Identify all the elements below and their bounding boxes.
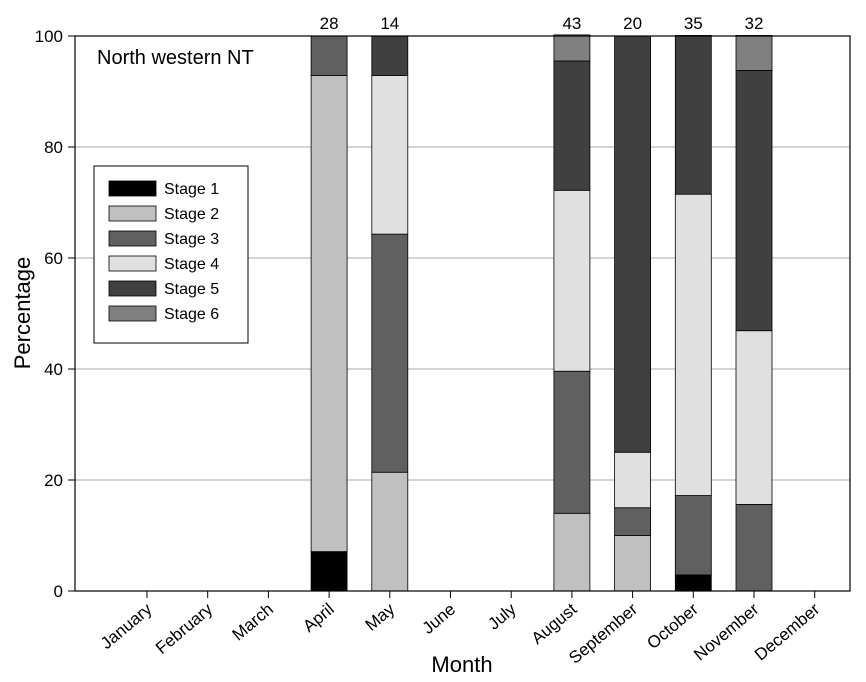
bar-segment xyxy=(674,35,712,195)
bar-segment xyxy=(553,60,591,191)
bar-segment xyxy=(674,574,712,592)
bar-label: 35 xyxy=(684,14,703,33)
y-tick-label: 80 xyxy=(44,138,63,157)
bar-segment xyxy=(614,35,651,453)
bar-label: 28 xyxy=(320,14,339,33)
bar-label: 20 xyxy=(623,14,642,33)
bar-segment xyxy=(310,75,348,552)
x-tick-label: May xyxy=(362,599,399,635)
legend-label: Stage 5 xyxy=(164,281,219,298)
bar-segment xyxy=(735,70,773,332)
legend-label: Stage 1 xyxy=(164,181,219,198)
bar-segment xyxy=(553,34,591,62)
bar-segment xyxy=(674,193,712,496)
legend-swatch xyxy=(108,230,157,247)
bar-segment xyxy=(735,330,773,505)
bar-segment xyxy=(735,504,773,592)
legend-label: Stage 4 xyxy=(164,256,219,273)
bar-segment xyxy=(553,512,591,592)
bar-segment xyxy=(553,370,591,514)
x-tick-label: November xyxy=(690,599,763,664)
y-axis-label: Percentage xyxy=(10,257,35,370)
x-axis-label: Month xyxy=(431,652,492,677)
legend-label: Stage 6 xyxy=(164,306,219,323)
bar-label: 32 xyxy=(745,14,764,33)
bar-segment xyxy=(371,35,409,76)
bar-segment xyxy=(614,535,651,592)
bar-segment xyxy=(614,507,651,536)
bar-segment xyxy=(310,35,348,76)
y-tick-label: 60 xyxy=(44,249,63,268)
bar-segment xyxy=(371,233,409,473)
x-tick-label: July xyxy=(484,599,520,633)
bar-label: 14 xyxy=(380,14,399,33)
legend-swatch xyxy=(108,180,157,197)
x-tick-label: October xyxy=(643,599,702,653)
bar-segment xyxy=(553,189,591,372)
legend-swatch xyxy=(108,280,157,297)
y-tick-label: 0 xyxy=(54,582,63,601)
plot-frame xyxy=(74,35,851,592)
annotation: North western NT xyxy=(97,47,254,69)
bar-label: 43 xyxy=(562,14,581,33)
legend-swatch xyxy=(108,255,157,272)
x-tick-label: February xyxy=(152,599,217,658)
x-tick-label: January xyxy=(97,599,156,653)
bar-segment xyxy=(614,451,651,509)
x-tick-label: December xyxy=(751,599,824,664)
y-tick-label: 40 xyxy=(44,360,63,379)
bar-segment xyxy=(371,75,409,235)
legend-swatch xyxy=(108,305,157,322)
x-tick-label: August xyxy=(528,599,581,648)
bar-segment xyxy=(674,495,712,576)
x-tick-label: June xyxy=(419,600,459,638)
y-tick-label: 100 xyxy=(35,27,63,46)
x-tick-label: April xyxy=(299,600,337,636)
bar-segment xyxy=(371,471,409,592)
legend-swatch xyxy=(108,205,157,222)
legend-label: Stage 3 xyxy=(164,231,219,248)
bar-segment xyxy=(310,551,348,592)
x-tick-label: March xyxy=(229,600,277,645)
bar-segment xyxy=(735,35,773,71)
legend-label: Stage 2 xyxy=(164,206,219,223)
y-tick-label: 20 xyxy=(44,471,63,490)
